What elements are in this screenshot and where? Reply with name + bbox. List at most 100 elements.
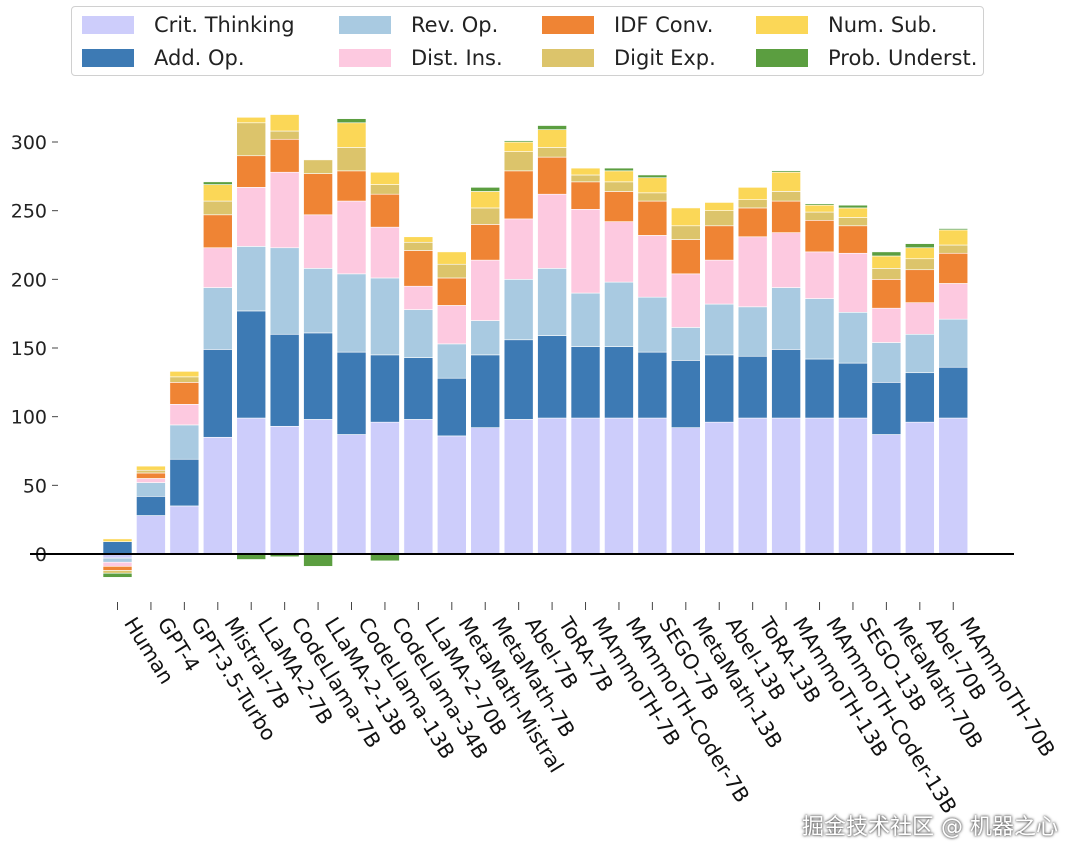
bar-segment bbox=[403, 309, 434, 358]
bar-segment bbox=[336, 147, 367, 172]
bar-segment bbox=[102, 570, 133, 574]
bar-segment bbox=[436, 263, 467, 279]
legend-swatch bbox=[339, 16, 391, 34]
bar-segment bbox=[537, 268, 567, 336]
y-tick-label: 150 bbox=[11, 338, 47, 360]
bar-segment bbox=[604, 346, 634, 419]
bar-segment bbox=[503, 339, 534, 420]
bar-segment bbox=[905, 421, 935, 555]
legend-swatch bbox=[82, 49, 134, 67]
bar-segment bbox=[737, 306, 768, 357]
bar-segment bbox=[370, 354, 400, 423]
bar-segment bbox=[503, 141, 534, 152]
bar-segment bbox=[436, 277, 467, 306]
bar-segment bbox=[737, 417, 768, 555]
bar-segment bbox=[938, 228, 969, 231]
bar-segment bbox=[336, 118, 367, 124]
bar-segment bbox=[804, 298, 835, 360]
legend-item: Crit. Thinking bbox=[82, 12, 295, 38]
bar-segment bbox=[704, 303, 735, 356]
bar-segment bbox=[771, 200, 801, 233]
bar-segment bbox=[871, 434, 902, 555]
bar-segment bbox=[637, 351, 668, 419]
bars-layer bbox=[102, 114, 969, 578]
legend-label: Digit Exp. bbox=[614, 46, 716, 70]
bar-segment bbox=[704, 210, 735, 227]
bar-segment bbox=[136, 465, 166, 471]
bar-segment bbox=[537, 417, 567, 555]
bar-segment bbox=[169, 376, 200, 383]
legend-item: Dist. Ins. bbox=[339, 45, 503, 71]
x-axis: HumanGPT-4GPT-3.5-TurboMistral-7BLLaMA-2… bbox=[30, 553, 1060, 818]
bar-segment bbox=[905, 302, 935, 335]
bar-segment bbox=[370, 184, 400, 195]
bar-segment bbox=[202, 436, 233, 555]
bar-segment bbox=[202, 287, 233, 350]
legend-label: Rev. Op. bbox=[411, 13, 499, 37]
bar-segment bbox=[537, 125, 567, 130]
bar-segment bbox=[136, 482, 166, 497]
bar-segment bbox=[169, 382, 200, 405]
bar-segment bbox=[370, 277, 400, 356]
legend-swatch bbox=[339, 49, 391, 67]
bar-segment bbox=[671, 207, 701, 227]
bar-segment bbox=[637, 417, 668, 555]
bar-segment bbox=[303, 553, 333, 567]
bar-segment bbox=[637, 174, 668, 179]
bar-segment bbox=[202, 349, 233, 438]
bar-segment bbox=[737, 355, 768, 419]
bar-segment bbox=[938, 283, 969, 320]
bar-segment bbox=[303, 173, 333, 216]
bar-segment bbox=[938, 366, 969, 419]
bar-segment bbox=[236, 187, 267, 247]
legend-swatch bbox=[756, 49, 808, 67]
bar-segment bbox=[637, 200, 668, 236]
bar-segment bbox=[604, 181, 634, 192]
bar-segment bbox=[704, 259, 735, 305]
bar-segment bbox=[470, 191, 501, 209]
bar-segment bbox=[804, 211, 835, 221]
bar-segment bbox=[269, 138, 300, 173]
legend-item: Digit Exp. bbox=[542, 45, 716, 71]
bar-segment bbox=[470, 427, 501, 555]
bar-segment bbox=[370, 421, 400, 555]
bar-segment bbox=[403, 357, 434, 420]
legend-item: Rev. Op. bbox=[339, 12, 498, 38]
bar-segment bbox=[269, 130, 300, 140]
bar-segment bbox=[269, 247, 300, 335]
bar-segment bbox=[771, 417, 801, 555]
bar-segment bbox=[303, 419, 333, 555]
bar-segment bbox=[938, 417, 969, 555]
legend-item: Num. Sub. bbox=[756, 12, 937, 38]
bar-segment bbox=[303, 268, 333, 334]
bar-segment bbox=[804, 219, 835, 253]
bar-segment bbox=[838, 217, 868, 227]
bar-segment bbox=[905, 269, 935, 303]
watermark: 掘金技术社区 @ 机器之心 bbox=[802, 815, 1058, 840]
bar-segment bbox=[704, 354, 735, 423]
bar-segment bbox=[436, 343, 467, 379]
bar-segment bbox=[436, 377, 467, 437]
bar-segment bbox=[503, 419, 534, 555]
bar-segment bbox=[871, 279, 902, 309]
bar-segment bbox=[202, 214, 233, 249]
bar-segment bbox=[370, 171, 400, 185]
bar-segment bbox=[102, 572, 133, 578]
bar-segment bbox=[905, 258, 935, 271]
bar-segment bbox=[336, 351, 367, 435]
bar-segment bbox=[236, 310, 267, 419]
bar-segment bbox=[436, 305, 467, 345]
bar-segment bbox=[905, 243, 935, 249]
bar-segment bbox=[269, 425, 300, 555]
bar-segment bbox=[202, 184, 233, 202]
bar-segment bbox=[604, 170, 634, 183]
bar-segment bbox=[771, 171, 801, 192]
bar-segment bbox=[136, 478, 166, 483]
legend-swatch bbox=[542, 16, 594, 34]
bar-segment bbox=[938, 244, 969, 254]
bar-segment bbox=[169, 371, 200, 378]
bar-segment bbox=[570, 209, 601, 294]
legend-label: IDF Conv. bbox=[614, 13, 714, 37]
bar-segment bbox=[871, 307, 902, 343]
